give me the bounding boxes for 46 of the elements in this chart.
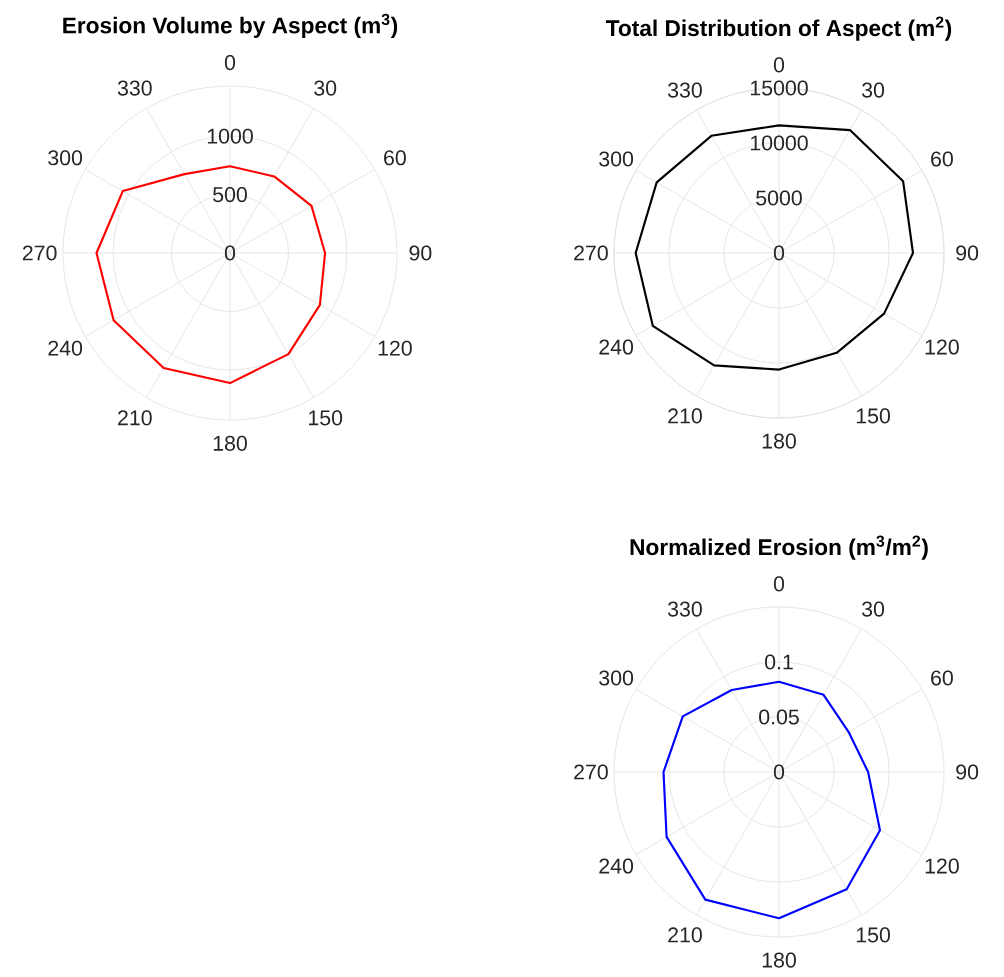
spoke-label: 180: [762, 952, 796, 968]
spoke-label: 150: [856, 927, 890, 943]
y-tick-label: 5000: [756, 190, 802, 206]
spoke-label: 300: [599, 670, 634, 686]
y-tick-label: 0.05: [759, 709, 799, 725]
spoke-label: 240: [48, 340, 83, 356]
spoke-label: 270: [22, 245, 57, 261]
y-tick-label: 0: [773, 764, 785, 780]
spoke-label: 210: [668, 927, 702, 943]
spoke-label: 120: [378, 340, 412, 356]
y-tick-label: 10000: [750, 135, 808, 151]
spoke-label: 30: [862, 601, 885, 617]
spoke-label: 300: [48, 150, 83, 166]
spoke-label: 150: [856, 408, 890, 424]
spoke-label: 60: [931, 151, 953, 167]
spoke-label: 30: [314, 80, 337, 96]
y-tick-label: 0.1: [765, 654, 793, 670]
y-tick-label: 500: [213, 187, 247, 203]
y-tick-label: 1000: [207, 128, 253, 144]
spoke-label: 90: [956, 764, 979, 780]
spoke-label: 150: [309, 410, 343, 426]
spoke-label: 240: [599, 339, 634, 355]
spoke-label: 270: [574, 764, 608, 780]
spoke-label: 30: [862, 82, 885, 98]
spoke-label: 300: [599, 151, 634, 167]
y-tick-label: 0: [773, 245, 785, 261]
spoke-label: 210: [118, 410, 152, 426]
y-tick-label: 0: [224, 245, 236, 261]
chart-title: Total Distribution of Aspect (m$^{2}$): [605, 16, 952, 41]
spoke-label: 120: [925, 339, 959, 355]
spoke-label: 180: [213, 435, 247, 451]
spoke-label: 60: [931, 670, 953, 686]
spoke-label: 60: [384, 150, 406, 166]
spoke-label: 90: [409, 245, 432, 261]
chart-title: Erosion Volume by Aspect (m$^{3}$): [63, 13, 398, 38]
spoke-label: 270: [574, 245, 608, 261]
spoke-label: 330: [117, 80, 152, 96]
spoke-label: 210: [668, 408, 702, 424]
spoke-label: 120: [925, 858, 959, 874]
spoke-label: 330: [667, 601, 702, 617]
spoke-label: 90: [956, 245, 979, 261]
spoke-label: 180: [762, 433, 796, 449]
chart-title: Normalized Erosion (m$^{3}$/m$^{2}$): [630, 535, 928, 560]
spoke-label: 240: [599, 858, 634, 874]
spoke-label: 330: [667, 82, 702, 98]
y-tick-label: 15000: [750, 80, 808, 96]
